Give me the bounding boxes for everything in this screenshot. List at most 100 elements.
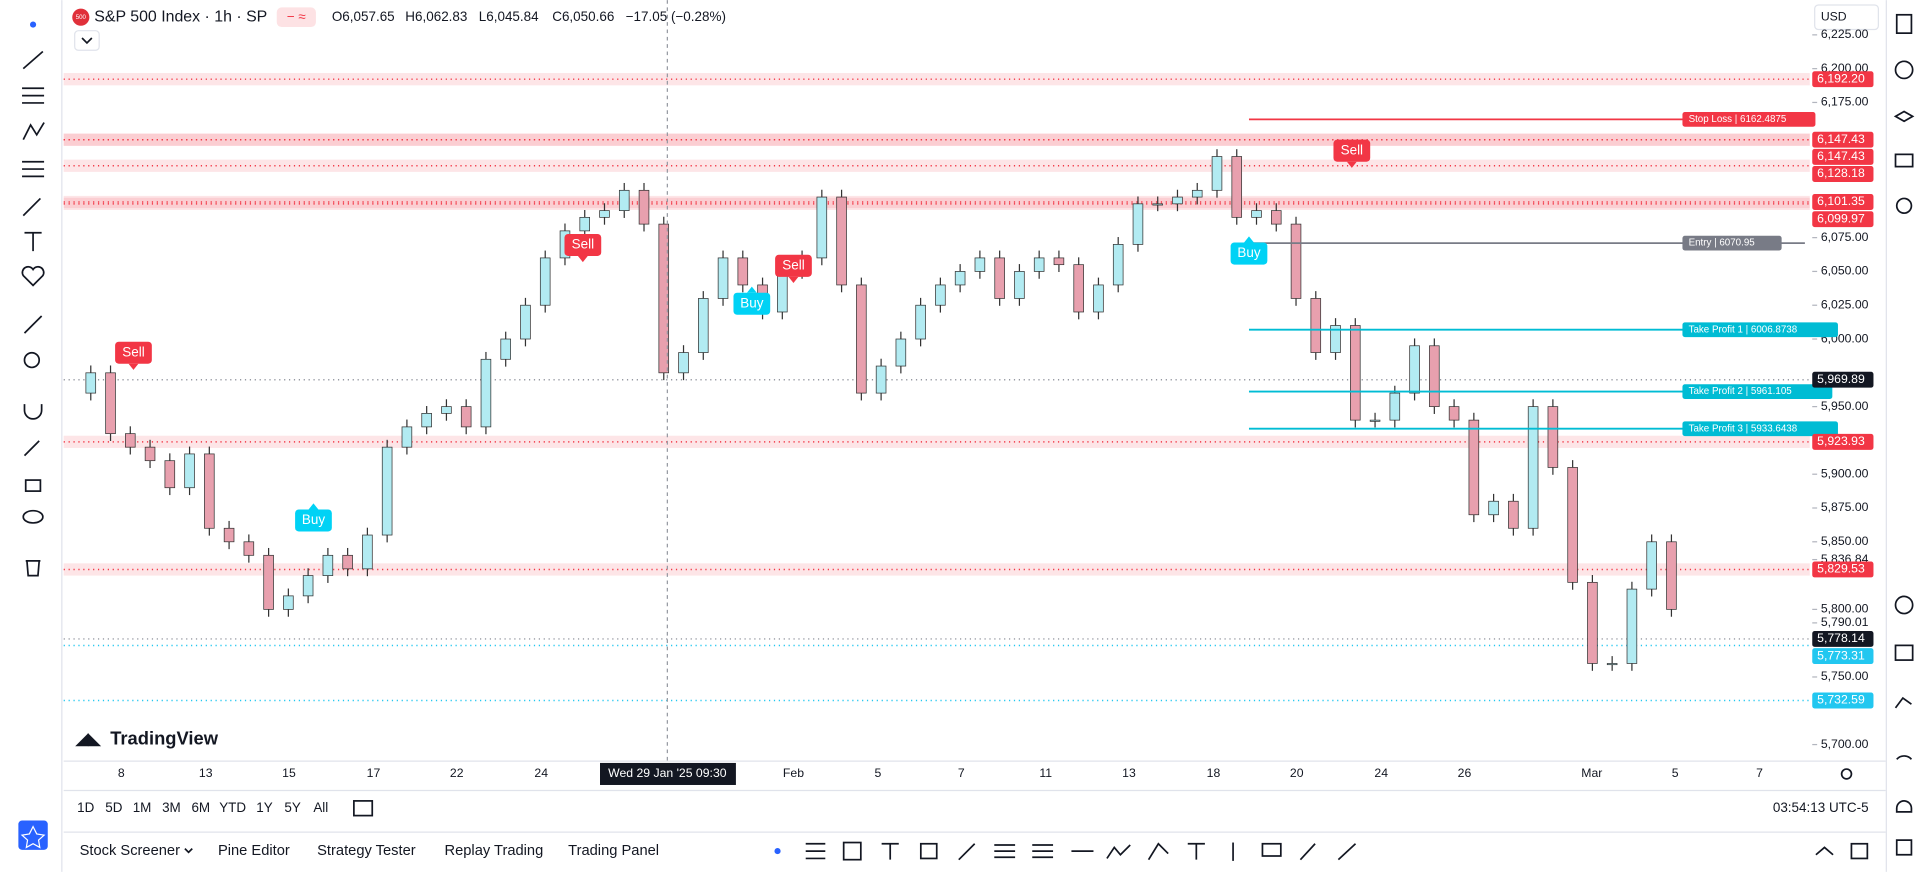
ideas-icon[interactable]	[1895, 197, 1913, 214]
candle	[895, 338, 907, 367]
trade-label: Take Profit 2 | 5961.105	[1689, 386, 1793, 397]
lock-tool[interactable]	[24, 479, 42, 492]
y-tick-label: 5,700.00	[1821, 737, 1869, 751]
range-button[interactable]: All	[313, 800, 328, 815]
tool[interactable]	[1299, 843, 1316, 861]
forecast-tool[interactable]	[22, 160, 45, 178]
candle	[717, 257, 729, 299]
collapse-button[interactable]	[74, 30, 100, 51]
symbol-title[interactable]: S&P 500 Index · 1h · SP	[94, 8, 267, 25]
measure-tool[interactable]	[23, 315, 43, 334]
layers-icon[interactable]	[1893, 110, 1915, 123]
tool[interactable]	[1187, 842, 1205, 860]
range-button[interactable]: 1D	[77, 800, 94, 815]
x-tick-label: 24	[534, 766, 548, 780]
icon-tool[interactable]	[21, 265, 45, 287]
candle	[618, 189, 630, 211]
x-tick-label: 17	[367, 766, 381, 780]
candle	[1132, 203, 1144, 245]
x-tick-label: 15	[282, 766, 296, 780]
x-tick-label: 22	[450, 766, 464, 780]
favorites-button[interactable]	[18, 820, 48, 850]
x-tick-label: Mar	[1581, 766, 1602, 780]
market-status[interactable]	[276, 7, 316, 28]
settings-icon[interactable]	[1840, 768, 1853, 780]
range-button[interactable]: 5D	[105, 800, 122, 815]
candle	[362, 534, 373, 570]
alerts-icon[interactable]	[1894, 60, 1914, 80]
range-button[interactable]: 1Y	[256, 800, 272, 815]
target-icon[interactable]	[1894, 595, 1914, 615]
tab[interactable]: Pine Editor	[218, 843, 290, 859]
fib-tool[interactable]	[22, 87, 45, 104]
visibility-tool[interactable]	[22, 509, 44, 524]
price-badge-label: 6,147.43	[1817, 149, 1865, 163]
draw-mode-tool[interactable]	[23, 440, 40, 457]
candle	[1271, 210, 1282, 225]
tool[interactable]	[1147, 842, 1169, 861]
zoom-tool[interactable]	[23, 351, 41, 369]
range-button[interactable]: YTD	[219, 800, 246, 815]
candle	[1527, 406, 1539, 529]
range-button[interactable]: 3M	[162, 800, 181, 815]
help-icon[interactable]	[1895, 839, 1913, 856]
candle	[1053, 257, 1065, 266]
notification-icon[interactable]	[1895, 800, 1913, 813]
tool[interactable]	[1261, 842, 1282, 857]
collapse-panel[interactable]	[1815, 846, 1834, 856]
range-button[interactable]: 6M	[191, 800, 210, 815]
chat-icon[interactable]	[1894, 153, 1914, 168]
tool[interactable]	[805, 842, 826, 860]
text-tool[interactable]	[24, 231, 42, 252]
candle	[480, 358, 492, 428]
price-badge-label: 5,969.89	[1817, 372, 1865, 386]
tab[interactable]: Replay Trading	[444, 843, 543, 859]
currency-select[interactable]	[1814, 4, 1879, 31]
trash-tool[interactable]	[25, 560, 41, 577]
date-range-button[interactable]	[353, 800, 374, 817]
trendline-tool[interactable]	[22, 50, 44, 70]
trade-label: Stop Loss | 6162.4875	[1689, 114, 1787, 125]
price-badge	[1812, 648, 1874, 665]
tab[interactable]: Stock Screener	[80, 843, 181, 859]
tool[interactable]	[774, 848, 781, 855]
maximize-panel[interactable]	[1850, 842, 1869, 860]
candle	[125, 433, 136, 448]
y-tick-label: 5,790.01	[1821, 615, 1869, 629]
signal-box	[115, 341, 152, 364]
brush-tool[interactable]	[22, 197, 42, 217]
plot-area: 6,225.006,200.006,175.006,075.006,050.00…	[63, 0, 1874, 761]
tab[interactable]: Trading Panel	[568, 843, 659, 859]
tool[interactable]	[881, 842, 899, 860]
candle	[994, 257, 1005, 299]
chart-icon[interactable]	[1894, 696, 1912, 709]
pattern-tool[interactable]	[22, 122, 45, 141]
candle	[737, 257, 749, 286]
calendar-icon[interactable]	[1894, 644, 1914, 661]
tool[interactable]	[842, 841, 862, 861]
signal-label: Buy	[302, 512, 325, 527]
logo-mark: ◢◣	[75, 731, 102, 748]
tool[interactable]	[1106, 844, 1131, 859]
price-badge	[1812, 131, 1874, 148]
tab[interactable]: Strategy Tester	[317, 843, 416, 859]
range-button[interactable]: 1M	[133, 800, 152, 815]
x-tick-label: 26	[1458, 766, 1472, 780]
range-button[interactable]: 5Y	[284, 800, 300, 815]
tool[interactable]	[919, 842, 938, 860]
tool[interactable]	[994, 844, 1016, 859]
header: 500 S&P 500 Index · 1h · SP − ≈ O6,057.6…	[72, 4, 1879, 51]
stream-icon[interactable]	[1896, 755, 1913, 760]
cursor-tool[interactable]	[30, 21, 37, 28]
tool[interactable]	[1337, 843, 1357, 861]
signal-label: Sell	[572, 237, 594, 252]
currency-label: USD	[1821, 9, 1847, 23]
tool[interactable]	[1032, 844, 1054, 859]
chevron	[81, 37, 93, 45]
tool[interactable]	[958, 843, 976, 861]
x-tick-label: 5	[875, 766, 882, 780]
left-toolbar	[18, 0, 63, 872]
watchlist-icon[interactable]	[1895, 13, 1913, 34]
magnet-tool[interactable]	[23, 404, 43, 420]
x-tick-label: 7	[958, 766, 965, 780]
